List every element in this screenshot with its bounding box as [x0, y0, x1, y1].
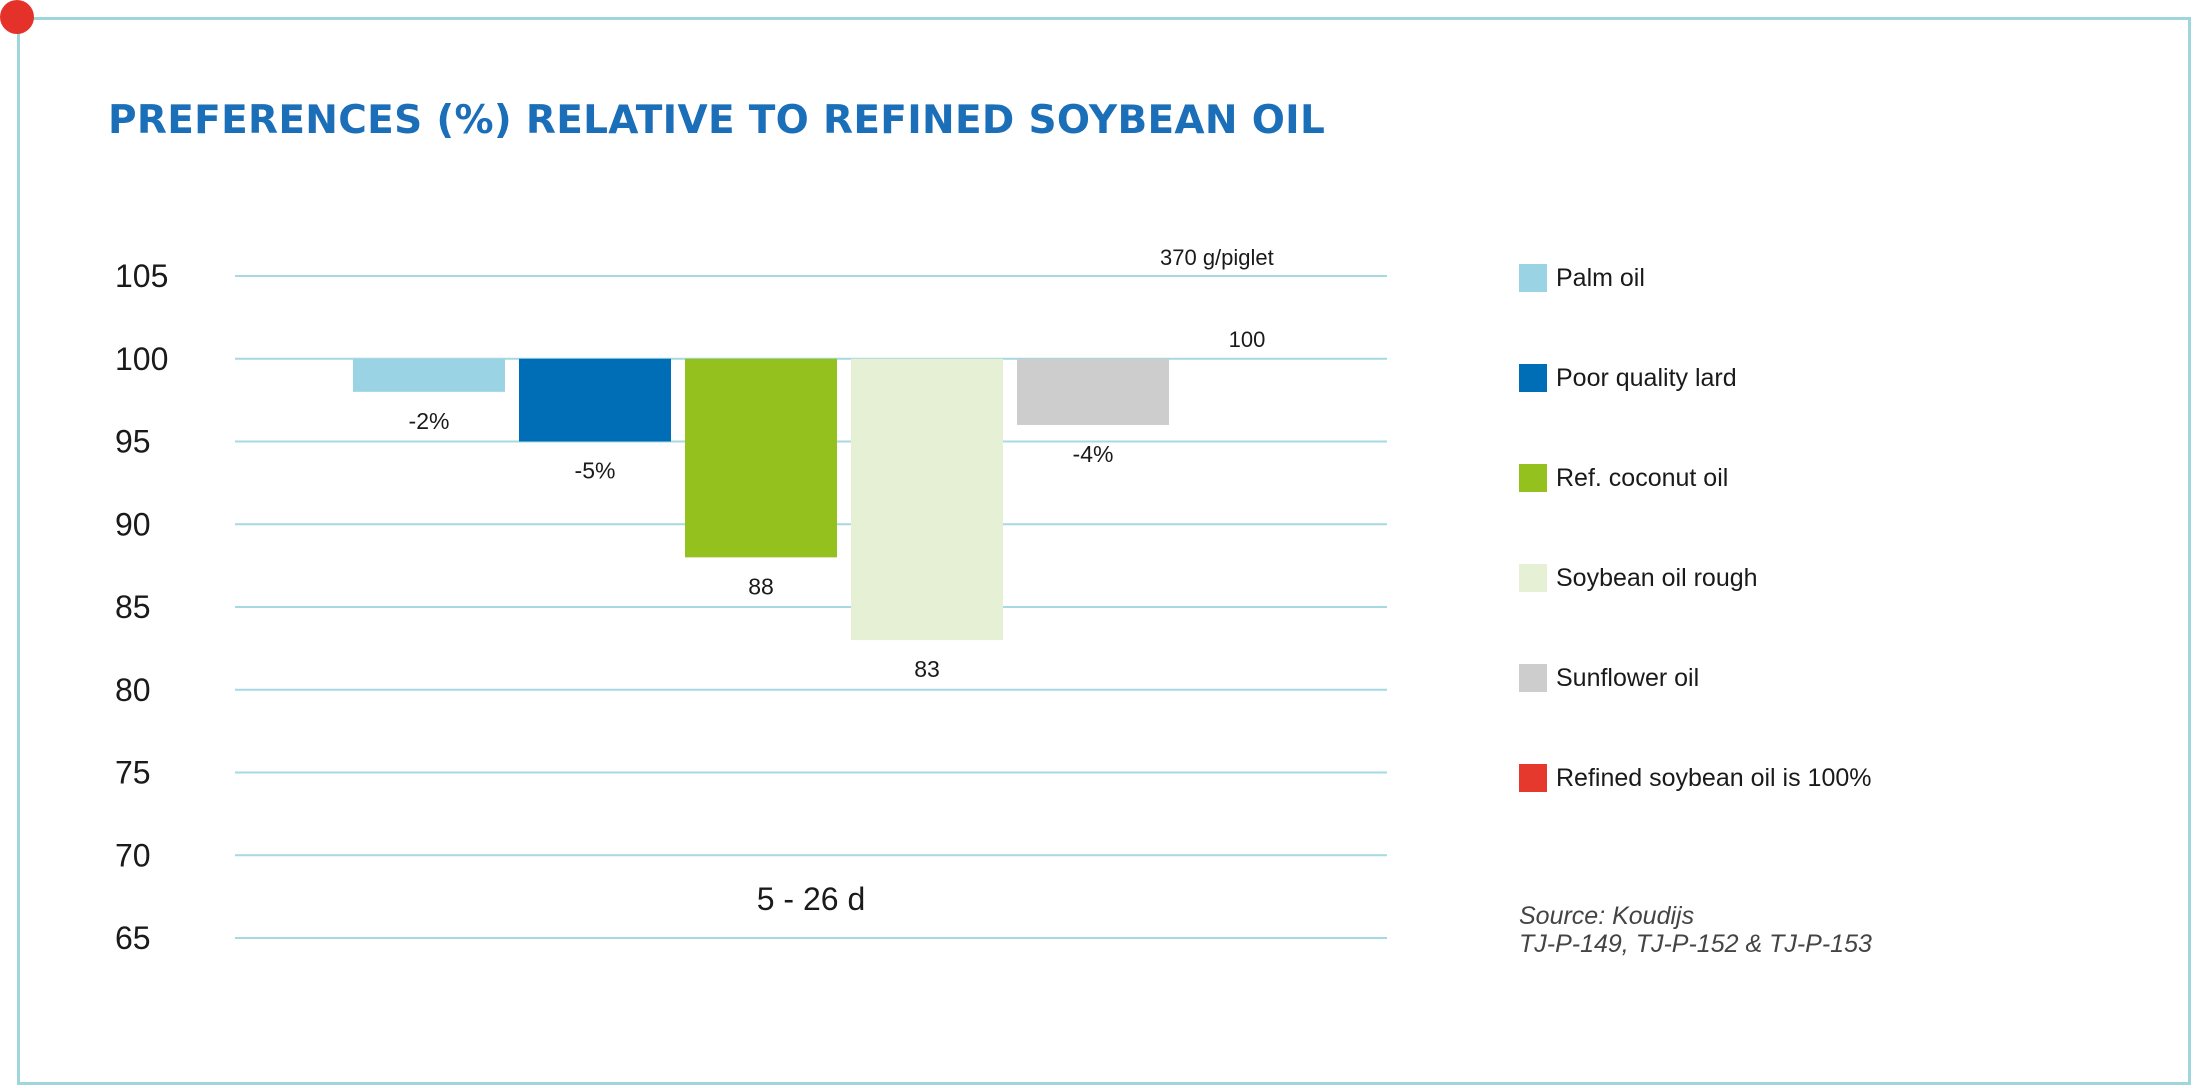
legend-item-ref-coconut-oil: Ref. coconut oil	[1519, 463, 1728, 493]
legend-label: Refined soybean oil is 100%	[1556, 763, 1872, 792]
legend-label: Ref. coconut oil	[1556, 463, 1729, 492]
legend-swatch	[1519, 264, 1547, 292]
y-tick-label: 85	[115, 589, 151, 625]
y-tick-label: 75	[115, 755, 151, 791]
y-tick-label: 80	[115, 672, 151, 708]
legend-item-poor-quality-lard: Poor quality lard	[1519, 363, 1737, 393]
legend-swatch	[1519, 564, 1547, 592]
legend-item-refined-soybean-oil: Refined soybean oil is 100%	[1519, 763, 1871, 793]
legend-swatch	[1519, 464, 1547, 492]
legend-label: Palm oil	[1556, 263, 1645, 292]
source-line: Source: Koudijs	[1519, 902, 1695, 930]
bar	[519, 358, 671, 442]
y-tick-label: 95	[115, 424, 151, 460]
y-tick-label: 105	[115, 258, 168, 294]
bar	[685, 358, 837, 558]
chart-title: PREFERENCES (%) RELATIVE TO REFINED SOYB…	[108, 98, 1326, 143]
reference-label: 370 g/piglet	[1160, 245, 1274, 270]
chart-frame	[17, 17, 2191, 1085]
legend-item-palm-oil: Palm oil	[1519, 263, 1645, 293]
x-axis-label: 5 - 26 d	[757, 881, 866, 917]
source-note: Source: Koudijs TJ-P-149, TJ-P-152 & TJ-…	[1519, 902, 1872, 958]
bar-value-label: -2%	[409, 408, 450, 434]
source-line: TJ-P-149, TJ-P-152 & TJ-P-153	[1519, 930, 1872, 958]
legend-label: Poor quality lard	[1556, 363, 1737, 392]
legend-item-soybean-oil-rough: Soybean oil rough	[1519, 563, 1758, 593]
legend-item-sunflower-oil: Sunflower oil	[1519, 663, 1699, 693]
legend-swatch	[1519, 764, 1547, 792]
corner-dot	[0, 0, 34, 34]
bar-value-label: 83	[914, 656, 940, 682]
legend-swatch	[1519, 664, 1547, 692]
reference-value-label: 100	[1229, 327, 1266, 352]
legend-swatch	[1519, 364, 1547, 392]
legend-label: Sunflower oil	[1556, 663, 1700, 692]
bar	[353, 358, 505, 392]
bar	[851, 358, 1003, 641]
bar-value-label: -4%	[1073, 441, 1114, 467]
y-tick-label: 100	[115, 341, 168, 377]
bar-value-label: -5%	[575, 458, 616, 484]
bar	[1017, 358, 1169, 425]
y-tick-label: 90	[115, 506, 151, 542]
bar-value-label: 88	[748, 573, 774, 599]
y-tick-label: 70	[115, 837, 151, 873]
y-tick-label: 65	[115, 920, 151, 956]
legend-label: Soybean oil rough	[1556, 563, 1758, 592]
